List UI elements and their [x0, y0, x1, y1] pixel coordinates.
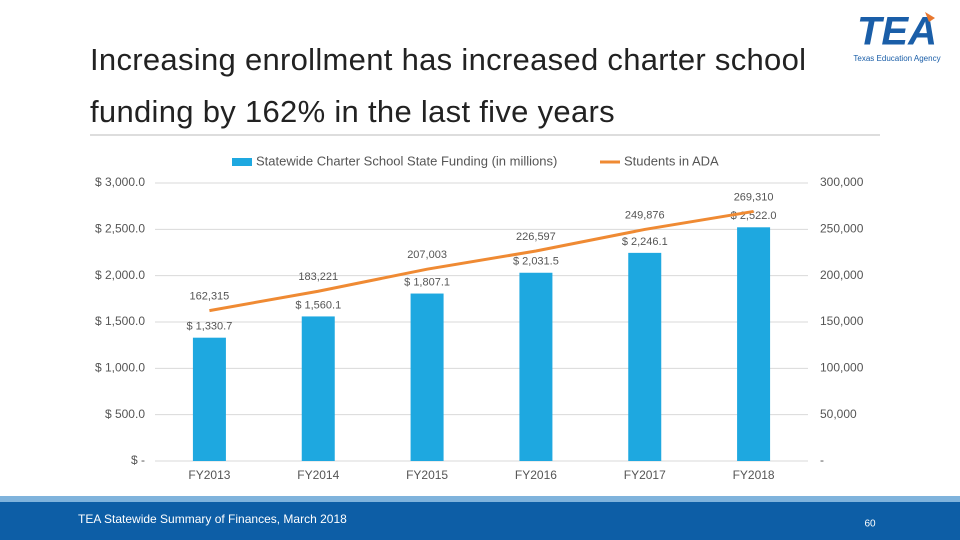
logo-mark — [925, 12, 935, 22]
x-tick-label: FY2018 — [733, 468, 775, 482]
y-tick-label: $ 2,000.0 — [95, 268, 145, 282]
slide-title: Increasing enrollment has increased char… — [90, 42, 807, 129]
y-tick-label: $ 2,500.0 — [95, 222, 145, 236]
data-label: $ 2,246.1 — [622, 236, 668, 248]
bar — [737, 227, 771, 461]
y2-tick-label: - — [820, 453, 824, 467]
page-number: 60 — [864, 519, 876, 530]
y-tick-label: $ 500.0 — [105, 407, 145, 421]
y-tick-label: $ 1,000.0 — [95, 361, 145, 375]
x-tick-label: FY2013 — [188, 468, 230, 482]
data-label: 226,597 — [516, 231, 556, 243]
data-label: $ 1,807.1 — [404, 276, 450, 288]
y2-tick-label: 150,000 — [820, 314, 864, 328]
data-label: $ 1,330.7 — [186, 321, 232, 333]
bar — [301, 316, 335, 461]
data-label: $ 2,031.5 — [513, 256, 559, 268]
logo-subtitle: Texas Education Agency — [853, 54, 940, 63]
y2-tick-label: 100,000 — [820, 361, 864, 375]
y-tick-label: $ - — [131, 453, 145, 467]
legend-swatch — [232, 158, 252, 166]
x-tick-label: FY2015 — [406, 468, 448, 482]
data-label: 183,221 — [298, 271, 338, 283]
data-label: 269,310 — [734, 191, 774, 203]
bar — [519, 272, 553, 461]
data-label: 162,315 — [190, 290, 230, 302]
data-label: 249,876 — [625, 209, 665, 221]
footer-stripe — [0, 496, 960, 502]
bar — [628, 252, 662, 461]
y2-tick-label: 200,000 — [820, 268, 864, 282]
legend-label: Students in ADA — [624, 153, 719, 168]
footer-bar — [0, 502, 960, 540]
y-tick-label: $ 1,500.0 — [95, 314, 145, 328]
y2-tick-label: 300,000 — [820, 175, 864, 189]
y2-tick-label: 50,000 — [820, 407, 857, 421]
bar — [410, 293, 444, 461]
line — [209, 209, 754, 313]
data-label: $ 1,560.1 — [295, 299, 341, 311]
bar — [192, 337, 226, 461]
y-tick-label: $ 3,000.0 — [95, 175, 145, 189]
x-tick-label: FY2014 — [297, 468, 339, 482]
x-tick-label: FY2016 — [515, 468, 557, 482]
data-label: 207,003 — [407, 249, 447, 261]
footer-text: TEA Statewide Summary of Finances, March… — [78, 512, 347, 526]
logo-text: TEA — [857, 10, 937, 54]
y2-tick-label: 250,000 — [820, 222, 864, 236]
legend-label: Statewide Charter School State Funding (… — [256, 153, 557, 168]
x-tick-label: FY2017 — [624, 468, 666, 482]
